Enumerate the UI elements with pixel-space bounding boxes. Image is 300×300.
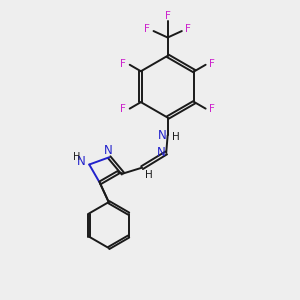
Text: N: N [158, 129, 167, 142]
Text: H: H [172, 132, 180, 142]
Text: F: F [120, 104, 126, 114]
Text: F: F [144, 24, 150, 34]
Text: H: H [145, 170, 152, 180]
Text: F: F [120, 59, 126, 69]
Text: N: N [76, 155, 85, 168]
Text: F: F [185, 24, 191, 34]
Text: F: F [209, 59, 215, 69]
Text: H: H [73, 152, 80, 162]
Text: F: F [165, 11, 171, 21]
Text: N: N [157, 146, 165, 159]
Text: F: F [209, 104, 215, 114]
Text: N: N [103, 144, 112, 157]
